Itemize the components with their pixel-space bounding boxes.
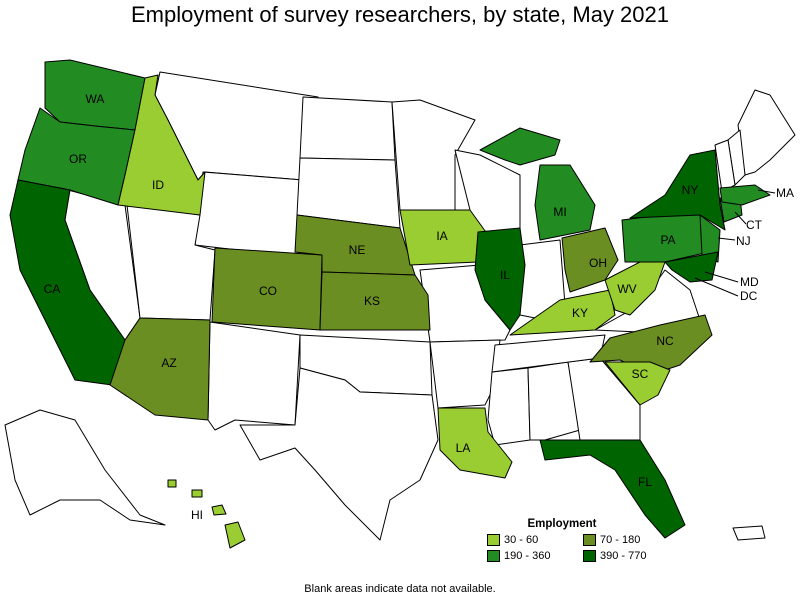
state-label: HI <box>191 508 203 522</box>
state-label: NC <box>656 334 674 348</box>
no-data-states <box>4 71 796 541</box>
state-label: MI <box>553 205 566 219</box>
legend-title: Employment <box>527 518 597 530</box>
legend-item: 70 - 180 <box>583 534 679 546</box>
data-states <box>9 59 771 549</box>
state-fl <box>539 439 686 539</box>
state-label: CA <box>44 282 61 296</box>
state-hi-big <box>224 521 246 549</box>
state-nm <box>207 321 301 431</box>
state-label: NY <box>682 183 699 197</box>
state-nd <box>299 96 396 161</box>
state-label: NE <box>349 243 366 257</box>
state-label: CO <box>259 284 277 298</box>
state-label: FL <box>638 475 652 489</box>
dc-leader <box>694 277 739 297</box>
legend-item: 30 - 60 <box>487 534 583 546</box>
state-nj <box>699 214 721 263</box>
legend-row: 30 - 60 70 - 180 <box>487 534 687 546</box>
md-leader <box>704 271 739 283</box>
leader-lines <box>694 189 776 297</box>
state-tx <box>239 367 439 541</box>
state-ks <box>319 271 431 331</box>
state-label: IA <box>436 229 447 243</box>
state-ny <box>629 149 726 231</box>
legend-row: 190 - 360 390 - 770 <box>487 550 687 562</box>
state-mi-up <box>479 127 561 166</box>
state-labels: WA OR ID CA AZ CO NE KS IA IL MI OH KY W… <box>44 92 794 522</box>
state-label: MD <box>740 275 759 289</box>
state-hi-kauai <box>167 479 177 488</box>
state-label: DC <box>740 289 758 303</box>
state-label: IL <box>500 268 510 282</box>
state-az <box>109 317 211 421</box>
state-label: ID <box>152 178 164 192</box>
legend-label: 190 - 360 <box>504 550 551 562</box>
state-ma <box>719 184 771 206</box>
state-il <box>474 227 526 331</box>
state-me <box>737 89 796 176</box>
nj-leader <box>717 237 736 241</box>
state-ak <box>4 409 166 526</box>
state-mi <box>534 164 596 241</box>
legend: Employment 30 - 60 70 - 180 190 - 360 39… <box>487 518 687 562</box>
state-hi-oahu <box>191 489 203 498</box>
legend-item: 190 - 360 <box>487 550 583 562</box>
state-label: PA <box>660 233 675 247</box>
state-label: NJ <box>736 234 751 248</box>
state-label: OH <box>589 256 607 270</box>
ct-leader <box>734 211 747 225</box>
state-label: OR <box>69 152 87 166</box>
state-la <box>437 407 513 479</box>
state-label: AZ <box>161 356 176 370</box>
legend-swatch <box>487 550 500 562</box>
state-label: KY <box>572 306 588 320</box>
ma-leader <box>757 189 776 194</box>
state-sc <box>604 361 671 406</box>
state-ms <box>487 367 531 446</box>
legend-label: 390 - 770 <box>600 550 647 562</box>
legend-label: 70 - 180 <box>600 534 641 546</box>
state-label: WA <box>86 92 105 106</box>
state-hi-maui <box>211 504 227 516</box>
legend-swatch <box>583 534 596 546</box>
state-label: CT <box>746 218 763 232</box>
state-label: SC <box>632 367 649 381</box>
map-title: Employment of survey researchers, by sta… <box>130 2 669 27</box>
state-label: WV <box>617 282 636 296</box>
state-label: KS <box>364 294 380 308</box>
state-vt <box>714 139 736 193</box>
footnote: Blank areas indicate data not available. <box>304 583 496 595</box>
state-id <box>117 74 206 216</box>
state-label: LA <box>456 441 471 455</box>
legend-item: 390 - 770 <box>583 550 679 562</box>
legend-label: 30 - 60 <box>504 534 539 546</box>
state-label: MA <box>776 186 794 200</box>
state-pr <box>732 525 766 541</box>
legend-swatch <box>583 550 596 562</box>
state-wy <box>194 171 304 258</box>
legend-swatch <box>487 534 500 546</box>
